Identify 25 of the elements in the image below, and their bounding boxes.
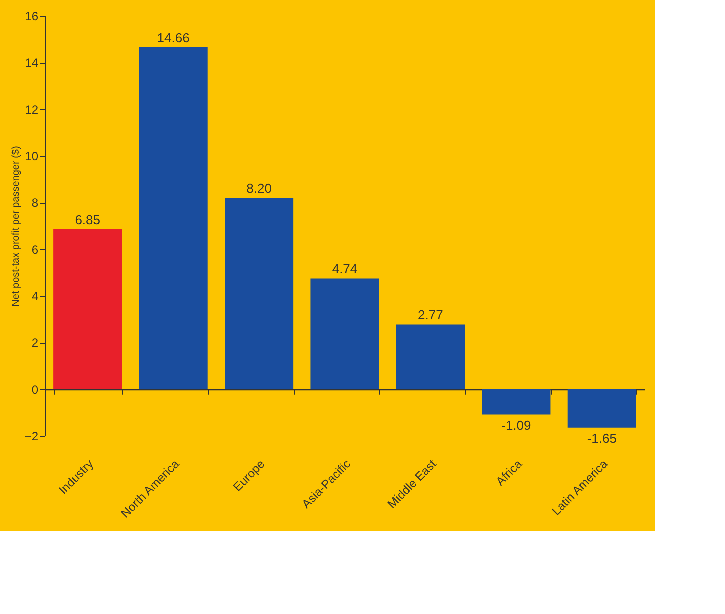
y-axis-title: Net post-tax profit per passenger ($)	[10, 146, 22, 307]
y-tick-label: 4	[32, 290, 39, 304]
bar	[139, 47, 208, 390]
y-tick-label: 6	[32, 242, 39, 257]
data-label: 14.66	[157, 30, 190, 46]
data-label: 6.85	[75, 212, 101, 228]
y-tick-label: 14	[25, 56, 39, 70]
bar	[310, 278, 380, 390]
bar	[54, 230, 122, 390]
y-tick-label: 0	[32, 382, 39, 397]
data-label: -1.09	[502, 418, 532, 433]
bar	[482, 389, 551, 415]
y-tick-label: 2	[32, 336, 39, 350]
bar	[396, 324, 465, 390]
bar	[568, 389, 636, 428]
data-label: 4.74	[332, 262, 358, 277]
data-label: 2.77	[418, 308, 444, 323]
y-tick-label: 16	[25, 10, 39, 24]
y-tick-label: 8	[32, 196, 39, 210]
y-tick-label: 12	[25, 102, 39, 117]
data-label: 8.20	[246, 181, 272, 196]
bar	[225, 198, 294, 390]
data-label: -1.65	[587, 430, 617, 446]
y-tick-label: −2	[24, 430, 39, 444]
y-tick-label: 10	[25, 150, 39, 164]
